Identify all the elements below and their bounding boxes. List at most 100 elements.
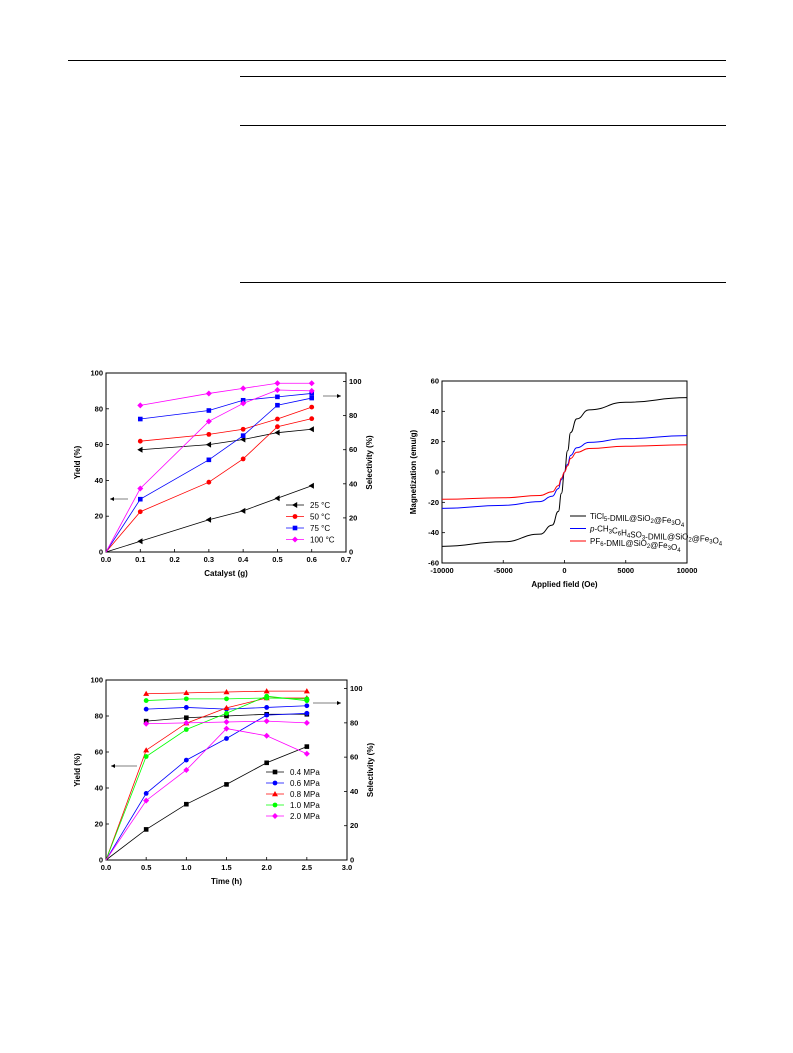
yield-line [105, 485, 312, 553]
x-axis-title: Applied field (Oe) [531, 580, 598, 589]
selectivity-point [137, 446, 143, 453]
x-tick-label: 0.0 [101, 863, 111, 872]
selectivity-point [183, 719, 190, 726]
y-tick-label: 60 [431, 377, 439, 386]
table-top-rule [240, 76, 726, 77]
yield-point [183, 757, 189, 763]
selectivity-point [137, 402, 144, 409]
x-tick-label: 0.3 [204, 555, 214, 564]
x-tick-label: 2.5 [302, 863, 312, 872]
header-rule [68, 60, 726, 61]
yield-point [240, 507, 246, 514]
yield-point [304, 744, 310, 749]
arrow-head [337, 394, 341, 398]
selectivity-point [308, 380, 315, 387]
x-tick-label: 2.0 [261, 863, 271, 872]
x-tick-label: 0.6 [306, 555, 316, 564]
series-4 [105, 693, 310, 861]
yield-line [105, 397, 312, 553]
yield-point [206, 479, 212, 485]
x-axis-title: Catalyst (g) [204, 569, 248, 578]
yield-point [303, 750, 310, 757]
selectivity-point [143, 698, 149, 703]
y-tick-label: -60 [428, 559, 439, 568]
selectivity-point [240, 397, 246, 403]
yield-point [275, 402, 280, 408]
yield-point [184, 801, 189, 807]
y-tick-label: 20 [95, 512, 103, 521]
selectivity-point [224, 713, 229, 719]
x-tick-label: 0.0 [101, 555, 111, 564]
yield-point [264, 760, 269, 766]
series-3 [105, 391, 315, 553]
selectivity-point [137, 438, 143, 444]
series-2 [105, 404, 315, 553]
y-tick-label: 40 [95, 476, 103, 485]
y-tick-label: 0 [435, 468, 439, 477]
selectivity-point [304, 696, 310, 702]
selectivity-point [264, 695, 270, 701]
yield-line [105, 728, 307, 861]
legend-marker [292, 525, 298, 531]
yield-point [240, 456, 246, 462]
y-tick-label: 20 [95, 820, 103, 829]
legend-label: 0.6 MPa [290, 779, 320, 788]
selectivity-point [240, 385, 247, 392]
y2-tick-label: 100 [350, 684, 363, 693]
legend: 25 °C 50 °C 75 °C 100 °C [286, 501, 335, 545]
y-tick-label: 60 [95, 440, 103, 449]
legend-label: 0.8 MPa [290, 790, 320, 799]
legend-marker [292, 502, 298, 508]
y2-tick-label: 0 [349, 548, 353, 557]
y2-tick-label: 60 [349, 445, 357, 454]
y-tick-label: 80 [95, 404, 103, 413]
yield-point [143, 827, 149, 832]
selectivity-axis-arrow [313, 701, 341, 705]
x-tick-label: 0.5 [141, 863, 151, 872]
legend-marker [272, 791, 278, 797]
x-axis-title: Time (h) [211, 877, 242, 886]
y-tick-label: 80 [95, 712, 103, 721]
selectivity-point [205, 441, 212, 448]
legend-marker [272, 769, 278, 775]
legend-label: 2.0 MPa [290, 812, 320, 821]
y2-tick-label: 60 [350, 753, 358, 762]
yield-point [224, 782, 229, 787]
y2-tick-label: 20 [349, 513, 357, 522]
table-mid-rule [240, 125, 726, 126]
legend: TiCl5-DMIL@SiO2@Fe3O4p-CH3C6H4SO3-DMIL@S… [570, 512, 723, 554]
y2-axis-title: Selectivity (%) [365, 435, 374, 490]
legend-label: 100 °C [310, 536, 335, 545]
yield-point [137, 538, 143, 545]
selectivity-point [274, 429, 280, 436]
yield-point [143, 747, 150, 753]
plot-frame [105, 372, 347, 553]
series-4 [105, 380, 315, 553]
table-bottom-rule [240, 282, 726, 283]
selectivity-point [274, 380, 281, 387]
selectivity-line [140, 393, 312, 420]
yield-point [308, 387, 315, 394]
legend-marker [292, 514, 298, 519]
selectivity-axis-arrow [323, 394, 341, 398]
selectivity-point [206, 408, 212, 413]
legend-label: 50 °C [310, 513, 330, 522]
y-axis-title: Yield (%) [73, 753, 82, 787]
selectivity-point [184, 715, 189, 721]
x-tick-label: -10000 [430, 566, 453, 575]
x-tick-label: 1.0 [181, 863, 191, 872]
yield-point [224, 736, 229, 741]
selectivity-point [240, 436, 246, 443]
yield-point [137, 496, 143, 502]
selectivity-point [224, 696, 229, 702]
yield-axis-arrow [111, 764, 137, 768]
yield-line [105, 746, 307, 861]
y-tick-label: -20 [428, 498, 439, 507]
legend-marker [272, 780, 278, 786]
y2-tick-label: 40 [350, 787, 358, 796]
yield-point [309, 416, 315, 422]
y-tick-label: 40 [95, 784, 103, 793]
x-tick-label: 0.1 [135, 555, 145, 564]
y-tick-label: 60 [95, 748, 103, 757]
